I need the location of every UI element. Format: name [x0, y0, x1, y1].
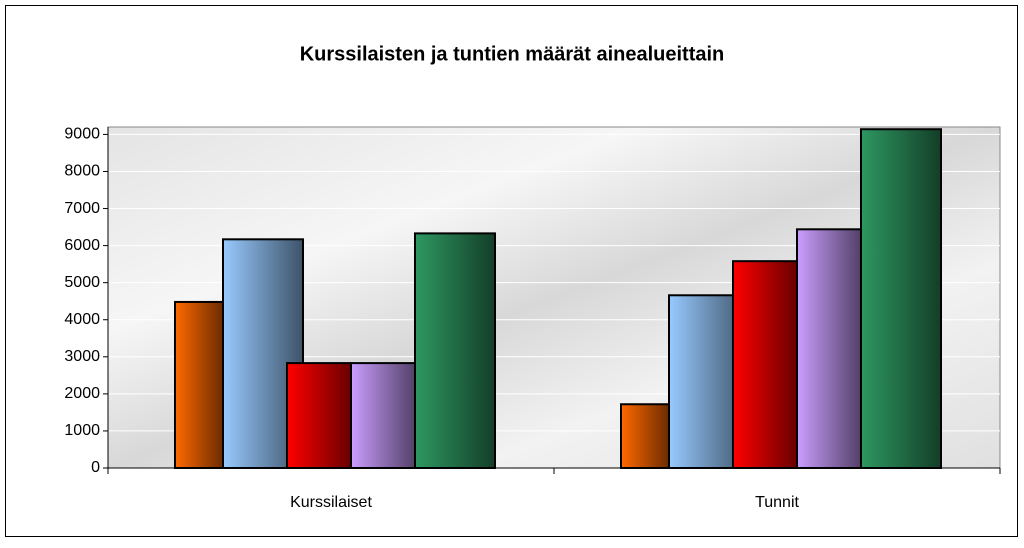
y-tick-label: 5000	[64, 274, 100, 291]
y-tick-label: 3000	[64, 348, 100, 365]
bar	[620, 403, 670, 470]
bar	[174, 300, 224, 469]
bar	[796, 228, 862, 469]
y-tick-label: 2000	[64, 385, 100, 402]
x-tick-label: Tunnit	[755, 494, 799, 511]
x-tick-label: Kurssilaiset	[290, 494, 372, 511]
y-tick-label: 7000	[64, 200, 100, 217]
y-tick-label: 1000	[64, 422, 100, 439]
bar	[732, 260, 798, 469]
bar	[860, 128, 942, 469]
y-tick-label: 8000	[64, 163, 100, 180]
y-tick-label: 9000	[64, 126, 100, 143]
bar	[350, 362, 416, 469]
y-tick-label: 6000	[64, 237, 100, 254]
bar	[286, 362, 352, 469]
y-tick-label: 0	[91, 459, 100, 476]
chart-title: Kurssilaisten ja tuntien määrät ainealue…	[300, 43, 725, 65]
bar	[414, 232, 496, 469]
y-tick-label: 4000	[64, 311, 100, 328]
